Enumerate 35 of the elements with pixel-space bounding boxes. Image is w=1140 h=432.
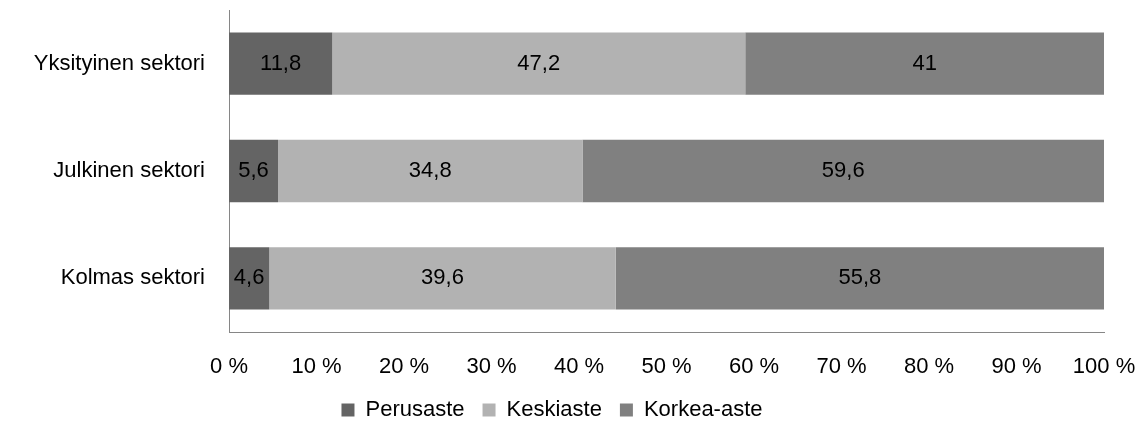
bar [745, 32, 1104, 95]
x-tick-label: 0 % [210, 353, 248, 379]
data-label: 5,6 [238, 157, 269, 183]
data-label: 11,8 [260, 49, 302, 75]
bar [229, 247, 270, 310]
data-label: 41 [912, 49, 937, 75]
data-label: 59,6 [821, 157, 865, 183]
y-tick-label: Julkinen sektori [53, 157, 205, 183]
x-tick-label: 50 % [641, 353, 692, 379]
x-tick-label: 10 % [291, 353, 342, 379]
data-label: 47,2 [517, 49, 561, 75]
data-label: 55,8 [838, 264, 882, 290]
legend-label: Keskiaste [506, 396, 602, 422]
x-tick-label: 70 % [816, 353, 867, 379]
bar [229, 32, 333, 95]
bar [278, 139, 583, 203]
x-tick-label: 30 % [466, 353, 517, 379]
legend-label: Perusaste [365, 396, 465, 422]
bar [582, 139, 1104, 203]
x-tick-label: 90 % [991, 353, 1042, 379]
bar [269, 247, 616, 310]
x-tick-label: 80 % [903, 353, 955, 379]
data-label: 34,8 [408, 157, 452, 183]
x-tick-label: 60 % [728, 353, 780, 379]
data-label: 4,6 [233, 264, 265, 290]
y-tick-label: Yksityinen sektori [33, 49, 205, 75]
bar [332, 32, 746, 95]
x-tick-label: 40 % [553, 353, 605, 379]
bar [229, 139, 278, 203]
legend-label: Korkea-aste [643, 396, 763, 422]
x-tick-label: 20 % [378, 353, 430, 379]
x-tick-label: 100 % [1072, 353, 1136, 379]
data-label: 39,6 [421, 264, 464, 290]
y-tick-label: Kolmas sektori [60, 264, 205, 290]
bar [615, 247, 1104, 310]
